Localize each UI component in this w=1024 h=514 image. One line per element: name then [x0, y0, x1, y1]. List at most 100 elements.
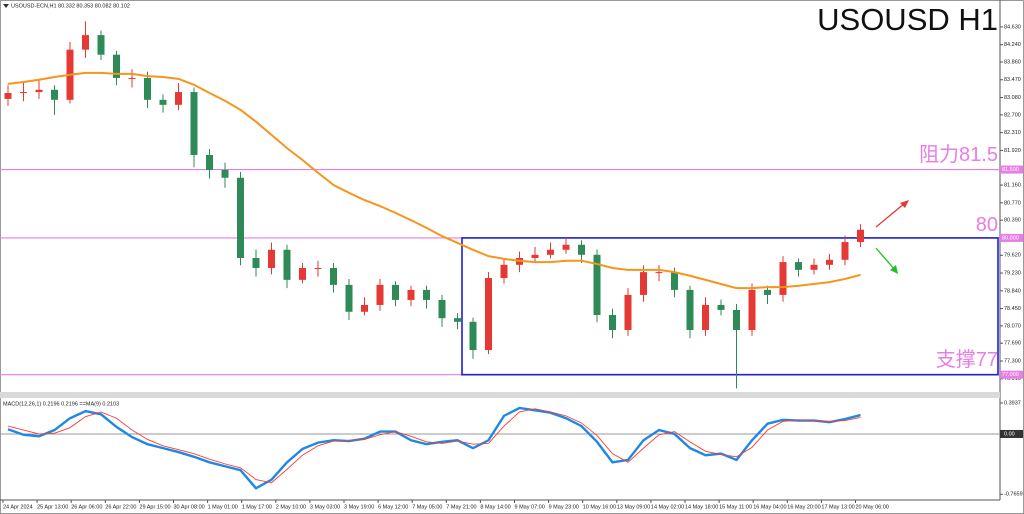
- candle-body: [268, 249, 275, 269]
- y-tick-label: 84.240: [1004, 42, 1021, 48]
- y-tick-label: 77.690: [1004, 341, 1021, 347]
- candle-body: [826, 259, 833, 265]
- candle-body: [795, 262, 802, 270]
- candle-body: [485, 278, 492, 351]
- candle-body: [779, 262, 787, 295]
- candle-body: [330, 268, 337, 285]
- x-tick-label: 10 May 16:00: [583, 504, 616, 510]
- candle-body: [314, 268, 322, 270]
- up-arrow: [875, 202, 906, 228]
- candle-body: [764, 289, 771, 295]
- candle-body: [376, 284, 384, 305]
- candle-body: [237, 177, 244, 258]
- level-label: 80: [976, 214, 998, 236]
- x-tick-label: 9 May 23:00: [549, 504, 579, 510]
- x-tick-label: 26 Apr 22:00: [105, 504, 136, 510]
- candle-body: [345, 284, 353, 312]
- level-axis-box: [1000, 370, 1023, 379]
- y-tick-label: 78.840: [1004, 288, 1021, 294]
- level-axis-box: [1000, 233, 1023, 242]
- x-tick-label: 14 May 02:00: [651, 504, 684, 510]
- zero-box: [1000, 429, 1023, 438]
- candle-body: [578, 244, 585, 255]
- x-tick-label: 8 May 14:00: [480, 504, 510, 510]
- candle-body: [361, 304, 368, 312]
- candle-body: [702, 304, 709, 331]
- y-tick-label: -0.7659: [1004, 492, 1023, 498]
- level-axis-label: 80.000: [1002, 235, 1019, 241]
- y-tick-label: 78.070: [1004, 323, 1021, 329]
- x-tick-label: 30 Apr 08:00: [174, 504, 205, 510]
- level-label: 阻力81.5: [919, 143, 998, 166]
- candle-body: [35, 89, 43, 93]
- panel-separator: [0, 392, 1000, 398]
- candle-body: [82, 35, 89, 50]
- x-tick-label: 15 May 11:00: [719, 504, 752, 510]
- y-tick-label: 82.700: [1004, 112, 1021, 118]
- candle-body: [469, 321, 477, 351]
- candle-body: [175, 92, 182, 105]
- candle-body: [500, 264, 508, 279]
- chart-title: USOUSD H1: [817, 2, 998, 37]
- x-tick-label: 29 Apr 15:00: [139, 504, 170, 510]
- y-tick-label: 0.00: [1004, 431, 1015, 437]
- candle-body: [655, 272, 663, 274]
- candle-body: [299, 268, 306, 280]
- x-tick-label: 1 May 17:00: [242, 504, 272, 510]
- y-tick-label: 84.630: [1004, 24, 1021, 30]
- candle-body: [841, 242, 849, 260]
- y-tick-label: 82.310: [1004, 130, 1021, 136]
- candle-body: [51, 89, 58, 100]
- x-tick-label: 7 May 05:00: [412, 504, 442, 510]
- candle-body: [624, 294, 632, 331]
- y-tick-label: 79.230: [1004, 270, 1021, 276]
- y-tick-label: 81.920: [1004, 148, 1021, 154]
- down-arrow: [875, 247, 896, 271]
- level-axis-label: 77.000: [1002, 372, 1019, 378]
- y-tick-label: 81.160: [1004, 183, 1021, 189]
- candle-body: [562, 244, 570, 250]
- y-tick-label: 78.450: [1004, 306, 1021, 312]
- candle-body: [283, 249, 291, 280]
- candle-body: [4, 92, 12, 99]
- candle-body: [733, 309, 740, 331]
- candle-body: [159, 99, 167, 105]
- x-tick-label: 16 May 04:00: [753, 504, 786, 510]
- candle-body: [252, 257, 260, 269]
- level-axis-box: [1000, 165, 1023, 174]
- candle-body: [748, 289, 756, 331]
- x-tick-label: 26 Apr 06:00: [71, 504, 102, 510]
- y-tick-label: 77.300: [1004, 358, 1021, 364]
- down-arrow-head: [890, 265, 898, 274]
- y-tick-label: 83.860: [1004, 59, 1021, 65]
- candle-body: [640, 272, 647, 295]
- candle-body: [407, 289, 415, 300]
- candle-body: [392, 284, 399, 300]
- y-tick-label: 83.080: [1004, 95, 1021, 101]
- candle-body: [190, 92, 198, 155]
- candle-body: [113, 54, 120, 78]
- candle-body: [609, 314, 616, 331]
- symbol-info: USOUSD-ECN,H1 80.332 80.353 80.082 80.10…: [11, 3, 130, 9]
- x-tick-label: 25 Apr 13:00: [37, 504, 68, 510]
- x-tick-label: 3 May 19:00: [344, 504, 374, 510]
- x-tick-label: 16 May 20:00: [787, 504, 820, 510]
- candle-body: [810, 264, 818, 270]
- menu-icon: [3, 4, 9, 8]
- x-tick-label: 7 May 21:00: [446, 504, 476, 510]
- candle-body: [686, 289, 694, 331]
- range-box: [461, 237, 999, 376]
- x-tick-label: 13 May 09:00: [617, 504, 650, 510]
- x-tick-label: 9 May 07:00: [515, 504, 545, 510]
- x-tick-label: 17 May 13:00: [821, 504, 854, 510]
- level-axis-label: 81.500: [1002, 167, 1019, 173]
- candle-body: [857, 229, 864, 243]
- up-arrow-head: [900, 200, 909, 208]
- candle-body: [531, 254, 539, 258]
- candle-body: [593, 254, 601, 315]
- candle-body: [221, 170, 229, 178]
- y-tick-label: 80.770: [1004, 200, 1021, 206]
- x-tick-label: 1 May 01:00: [208, 504, 238, 510]
- macd-title: MACD(12,26,1) 0.2196 0.2196 ==MA(9) 0.21…: [3, 401, 119, 407]
